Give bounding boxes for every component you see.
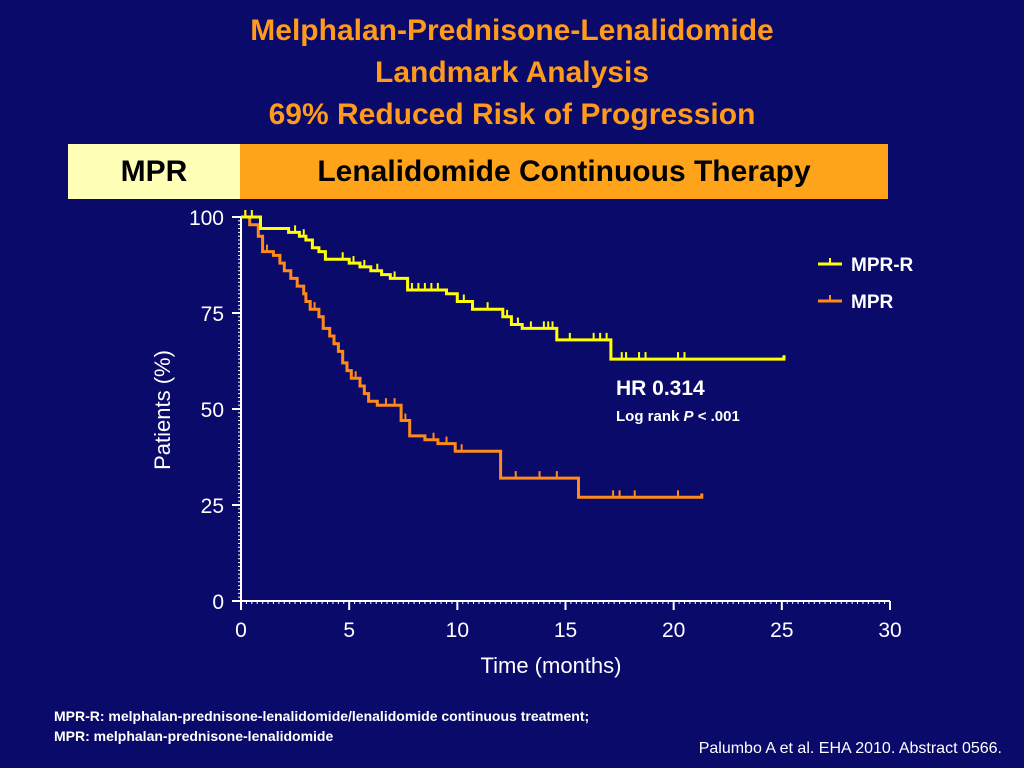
y-tick-label: 25 [201, 495, 224, 518]
y-tick-label: 100 [189, 207, 224, 230]
title-line-2: Landmark Analysis [375, 56, 649, 89]
hazard-ratio-annotation: HR 0.314 [616, 377, 705, 400]
banner-mpr-label: MPR [68, 144, 240, 199]
title-line-3: 69% Reduced Risk of Progression [268, 98, 756, 131]
legend-label-mpr-r: MPR-R [851, 255, 914, 276]
x-tick-label: 0 [235, 619, 247, 642]
chart-axes: 0 5 10 15 20 25 30 0 25 50 75 100 [189, 207, 902, 642]
footnote-line-2: MPR: melphalan-prednisone-lenalidomide [54, 728, 334, 744]
abbreviation-footnote: MPR-R: melphalan-prednisone-lenalidomide… [54, 706, 589, 746]
treatment-phase-banner: MPR Lenalidomide Continuous Therapy [68, 144, 888, 199]
logrank-suffix: < .001 [694, 408, 740, 425]
x-tick-label: 20 [662, 619, 685, 642]
logrank-annotation: Log rank P < .001 [616, 408, 740, 425]
y-axis-label: Patients (%) [150, 350, 175, 470]
footnote-line-1: MPR-R: melphalan-prednisone-lenalidomide… [54, 708, 590, 724]
x-tick-label: 25 [770, 619, 793, 642]
x-tick-label: 30 [878, 619, 901, 642]
x-tick-label: 10 [446, 619, 469, 642]
logrank-p: P [684, 408, 695, 425]
x-tick-label: 5 [343, 619, 355, 642]
y-tick-label: 0 [212, 591, 224, 614]
chart-series [241, 210, 786, 499]
legend-label-mpr: MPR [851, 292, 894, 313]
banner-continuous-therapy-label: Lenalidomide Continuous Therapy [240, 144, 888, 199]
km-curve-mpr [241, 215, 704, 499]
legend: MPR-R MPR [818, 255, 914, 313]
title-line-1: Melphalan-Prednisone-Lenalidomide [250, 14, 774, 47]
km-curve-mpr-r [241, 215, 786, 361]
logrank-prefix: Log rank [616, 408, 684, 425]
x-axis-label: Time (months) [481, 653, 622, 678]
y-tick-label: 75 [201, 303, 224, 326]
y-tick-label: 50 [201, 399, 224, 422]
x-tick-label: 15 [554, 619, 577, 642]
citation: Palumbo A et al. EHA 2010. Abstract 0566… [698, 740, 1002, 757]
km-chart: 0 5 10 15 20 25 30 0 25 50 75 100 Patients (%) Time… [150, 207, 914, 678]
